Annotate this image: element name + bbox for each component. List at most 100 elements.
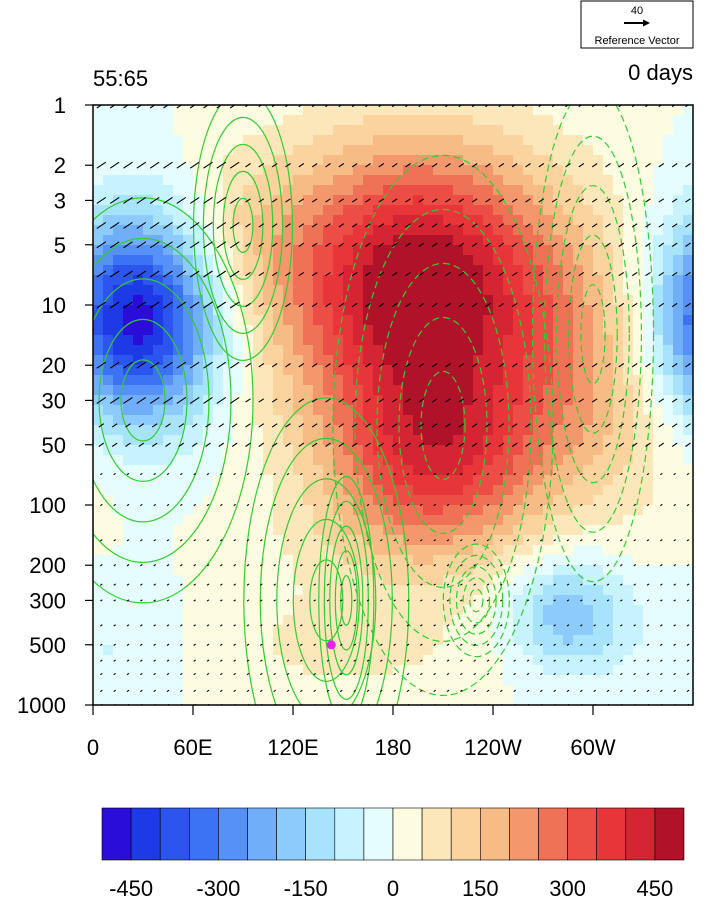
heat-cell (173, 615, 184, 626)
heat-cell (573, 115, 584, 126)
heat-cell (183, 175, 194, 186)
heat-cell (553, 295, 564, 306)
heat-cell (683, 485, 693, 496)
wind-vector (593, 689, 597, 693)
heat-cell (363, 635, 374, 646)
wind-vector (206, 624, 210, 627)
wind-vector (109, 270, 120, 278)
wind-vector (271, 302, 278, 308)
heat-cell (333, 175, 344, 186)
heat-cell (173, 265, 184, 276)
heat-cell (453, 365, 464, 376)
heat-cell (423, 475, 434, 486)
wind-vector (631, 271, 638, 277)
heat-cell (643, 375, 654, 386)
heat-cell (123, 335, 134, 346)
heat-cell (173, 495, 184, 506)
heat-cell (153, 395, 164, 406)
heat-cell (453, 315, 464, 326)
wind-vector (96, 270, 107, 278)
wind-vector (258, 302, 265, 308)
heat-cell (513, 335, 524, 346)
heat-cell (133, 495, 144, 506)
heat-cell (223, 655, 234, 666)
wind-vector (498, 163, 505, 168)
wind-vector (326, 624, 330, 627)
heat-cell (113, 465, 124, 476)
heat-cell (443, 635, 454, 646)
heat-cell (493, 305, 504, 316)
heat-cell (253, 505, 264, 516)
wind-vector (406, 503, 410, 507)
heat-cell (153, 245, 164, 256)
wind-vector (658, 302, 665, 308)
heat-cell (103, 575, 114, 586)
heat-cell (403, 445, 414, 456)
heat-cell (263, 135, 274, 146)
heat-cell (93, 195, 104, 206)
wind-vector (593, 564, 597, 567)
heat-cell (253, 335, 264, 346)
heat-cell (503, 215, 514, 226)
wind-vector (620, 472, 623, 476)
heat-cell (423, 485, 434, 496)
wind-vector (286, 672, 290, 676)
heat-cell (103, 325, 114, 336)
x-tick-label: 180 (375, 735, 412, 760)
heat-cell (313, 405, 324, 416)
heat-cell (403, 525, 414, 536)
heat-cell (343, 155, 354, 166)
heat-cell (623, 495, 634, 506)
heat-cell (233, 485, 244, 496)
heat-cell (493, 285, 504, 296)
wind-vector (126, 583, 130, 586)
heat-cell (303, 135, 314, 146)
heat-cell (653, 465, 664, 476)
heat-cell (213, 185, 224, 196)
heat-cell (113, 325, 124, 336)
heat-cell (133, 105, 144, 116)
wind-vector (673, 564, 677, 567)
heat-cell (263, 165, 274, 176)
heat-cell (493, 495, 504, 506)
heat-cell (393, 125, 404, 136)
wind-vector (391, 442, 398, 447)
heat-cell (363, 315, 374, 326)
heat-cell (183, 275, 194, 286)
heat-cell (243, 365, 254, 376)
heat-cell (633, 275, 644, 286)
wind-vector (300, 599, 303, 602)
heat-cell (563, 575, 574, 586)
heat-cell (153, 165, 164, 176)
heat-cell (313, 185, 324, 196)
wind-vector (631, 398, 638, 403)
heat-cell (213, 455, 224, 466)
wind-vector (525, 423, 531, 428)
heat-cell (573, 525, 584, 536)
heat-cell (183, 465, 194, 476)
heat-cell (353, 425, 364, 436)
wind-vector (485, 423, 491, 428)
heat-cell (283, 625, 294, 636)
wind-vector (431, 242, 438, 247)
heat-cell (443, 305, 454, 316)
heat-cell (233, 615, 244, 626)
heat-cell (363, 455, 374, 466)
wind-vector (458, 442, 465, 447)
heat-cell (343, 295, 354, 306)
wind-vector (486, 624, 490, 627)
heat-cell (383, 335, 394, 346)
heat-cell (173, 665, 184, 676)
wind-vector (393, 599, 396, 602)
heat-cell (563, 465, 574, 476)
heat-cell (273, 205, 284, 216)
wind-vector (166, 564, 170, 567)
heat-cell (573, 245, 584, 256)
heat-cell (673, 625, 684, 636)
heat-cell (623, 105, 634, 116)
heat-cell (443, 555, 454, 566)
contour-line (98, 318, 188, 482)
heat-cell (133, 655, 144, 666)
heat-cell (583, 295, 594, 306)
